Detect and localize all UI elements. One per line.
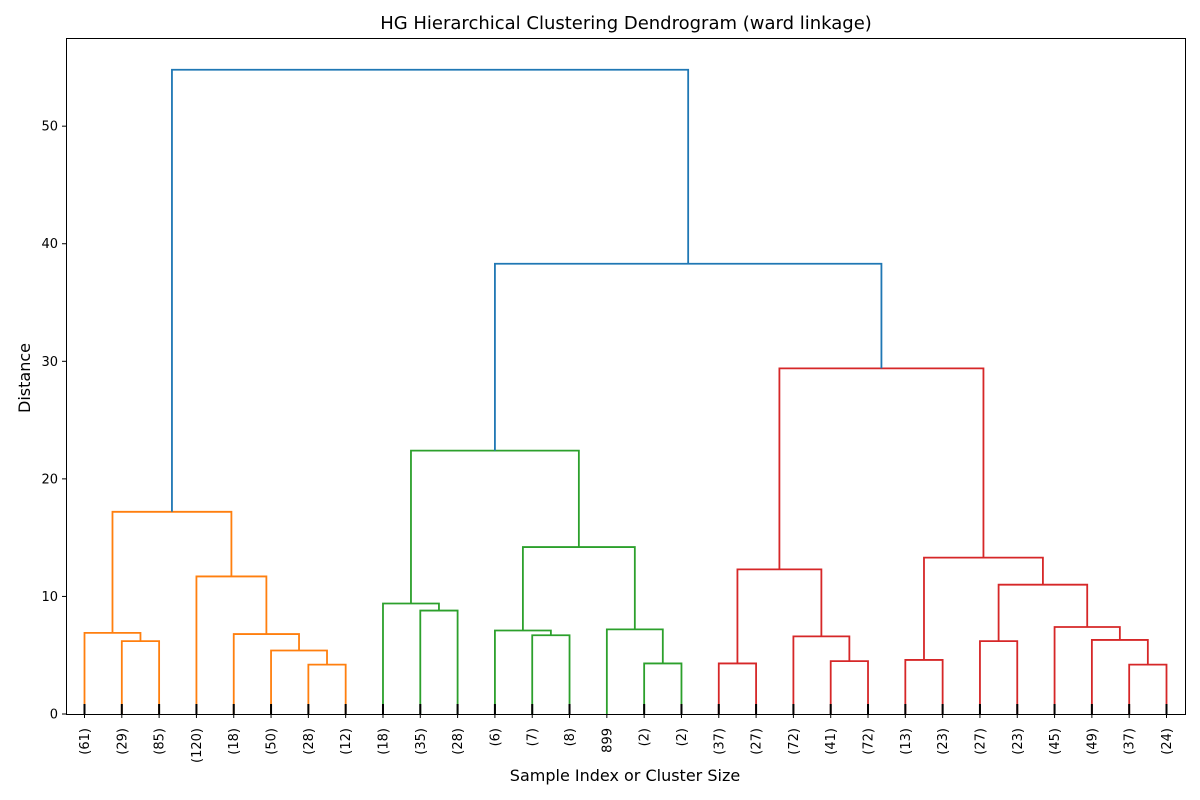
leaf-label: (12) <box>339 728 354 755</box>
leaf-label: (61) <box>78 728 93 755</box>
dendrogram-link <box>643 662 683 714</box>
leaf-label: (6) <box>488 728 503 746</box>
plot-frame <box>66 38 1186 715</box>
leaf-label: (28) <box>451 728 466 755</box>
leaf-label: (18) <box>227 728 242 755</box>
dendrogram-link <box>83 631 142 714</box>
dendrogram-link <box>419 609 459 714</box>
leaf-label: (18) <box>376 728 391 755</box>
leaf-label: (72) <box>787 728 802 755</box>
leaf-ticks <box>83 704 1168 714</box>
dendrogram-link <box>979 640 1019 714</box>
x-axis-label: Sample Index or Cluster Size <box>510 766 740 785</box>
leaf-label: (41) <box>824 728 839 755</box>
leaf-label: (37) <box>712 728 727 755</box>
y-tick-label: 40 <box>41 237 58 252</box>
dendrogram-link <box>778 367 985 570</box>
dendrogram-link <box>494 262 883 451</box>
dendrogram-link <box>195 575 268 714</box>
dendrogram-link <box>1053 626 1121 714</box>
y-tick-label: 10 <box>41 590 58 605</box>
dendrogram-link <box>111 510 233 633</box>
dendrogram-link <box>120 640 161 714</box>
leaf-label: (37) <box>1123 728 1138 755</box>
dendrogram-link <box>1128 663 1168 714</box>
dendrogram-link <box>171 68 690 512</box>
dendrogram-link <box>1090 639 1149 714</box>
leaf-label: (72) <box>862 728 877 755</box>
leaf-label: (27) <box>750 728 765 755</box>
dendrogram-link <box>521 546 636 631</box>
dendrogram-link <box>270 649 328 714</box>
y-axis: 0 10 20 30 40 50 <box>41 120 67 723</box>
leaf-label: (23) <box>1011 728 1026 755</box>
leaf-label: (24) <box>1160 728 1175 755</box>
leaf-label: (8) <box>563 728 578 746</box>
y-tick-label: 30 <box>41 355 58 370</box>
leaf-label: (28) <box>302 728 317 755</box>
dendrogram-link <box>923 556 1044 660</box>
x-axis: (61) (29) (85) (120) (18) (50) (28) (12) (18) (35… <box>78 714 1175 763</box>
dendrogram-link <box>736 568 823 664</box>
dendrogram-link <box>904 659 944 714</box>
leaf-label: (85) <box>153 728 168 755</box>
leaf-label: (2) <box>638 728 653 746</box>
dendrogram-link <box>307 663 347 714</box>
dendrogram-link <box>531 634 571 714</box>
leaf-label: (29) <box>115 728 130 755</box>
leaf-label: (2) <box>675 728 690 746</box>
dendrogram-link <box>997 583 1089 642</box>
chart-title: HG Hierarchical Clustering Dendrogram (w… <box>380 13 872 34</box>
leaf-label: (50) <box>265 728 280 755</box>
dendrogram-link <box>410 449 580 604</box>
y-tick-label: 0 <box>50 708 58 723</box>
y-tick-label: 50 <box>41 120 58 135</box>
leaf-label: (120) <box>190 728 205 763</box>
leaf-label: (7) <box>526 728 541 746</box>
leaf-label: 899 <box>600 728 615 753</box>
leaf-label: (45) <box>1048 728 1063 755</box>
dendrogram-link <box>494 629 552 714</box>
dendrogram-link <box>382 602 440 714</box>
dendrogram-link <box>605 628 664 714</box>
leaf-label: (27) <box>973 728 988 755</box>
dendrogram-link <box>829 660 869 714</box>
dendrogram-link <box>232 633 300 714</box>
dendrogram-link <box>717 662 757 714</box>
leaf-label: (13) <box>899 728 914 755</box>
leaf-label: (49) <box>1085 728 1100 755</box>
dendrogram-link <box>792 635 851 714</box>
leaf-label: (23) <box>936 728 951 755</box>
dendrogram-links <box>83 68 1168 714</box>
y-axis-label: Distance <box>15 343 34 413</box>
y-tick-label: 20 <box>41 472 58 487</box>
leaf-label: (35) <box>414 728 429 755</box>
